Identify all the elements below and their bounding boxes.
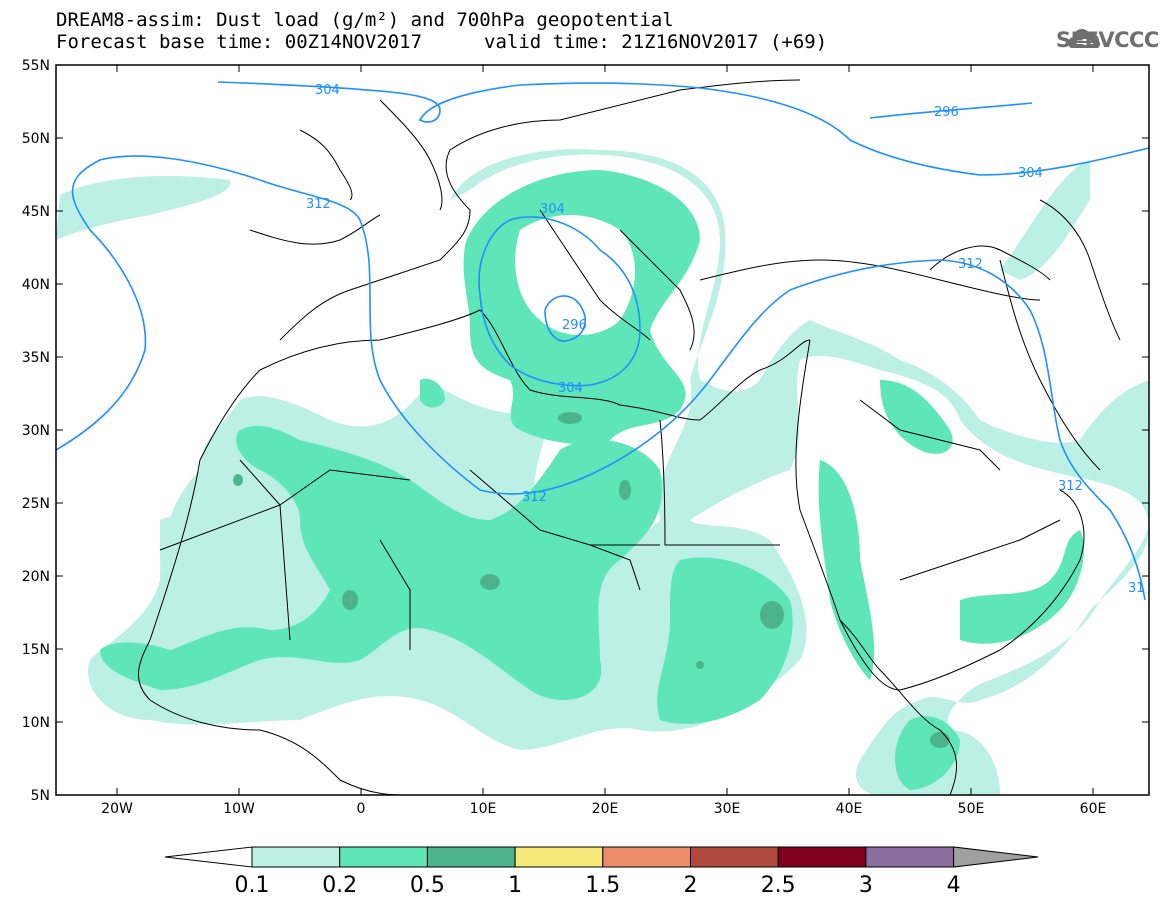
cloud-icon <box>1068 29 1100 48</box>
svg-text:312: 312 <box>306 197 331 212</box>
colorbar-label: 0.5 <box>409 873 445 898</box>
lat-label: 5N <box>31 788 50 804</box>
lat-label: 20N <box>22 569 50 585</box>
colorbar-label: 0.1 <box>234 873 270 898</box>
lat-label: 45N <box>22 204 50 220</box>
svg-text:312: 312 <box>522 490 547 505</box>
base-time-label: Forecast base time: 00Z14NOV2017 <box>56 31 423 53</box>
colorbar-label: 3 <box>858 873 873 898</box>
lon-label: 20E <box>592 801 619 817</box>
lat-label: 40N <box>22 277 50 293</box>
colorbar-label: 2 <box>683 873 698 898</box>
colorbar-under-triangle <box>164 846 253 868</box>
axis-ticks <box>56 64 1149 796</box>
svg-text:304: 304 <box>540 202 565 217</box>
colorbar-segment <box>865 846 955 868</box>
longitude-labels: 20W 10W 0 10E 20E 30E 40E 50E 60E <box>101 801 1106 817</box>
lon-label: 30E <box>714 801 741 817</box>
geopotential-contours <box>56 81 1149 601</box>
colorbar-segment <box>339 846 428 868</box>
latitude-labels: 55N 50N 45N 40N 35N 30N 25N 20N 15N 10N 5N <box>22 58 50 804</box>
lon-label: 40E <box>836 801 863 817</box>
colorbar <box>164 846 1039 868</box>
lon-label: 10E <box>470 801 497 817</box>
svg-text:312: 312 <box>1058 479 1083 494</box>
svg-text:296: 296 <box>934 105 959 120</box>
lat-label: 10N <box>22 715 50 731</box>
colorbar-label: 1 <box>508 873 523 898</box>
lon-label: 20W <box>101 801 133 817</box>
colorbar-segment <box>514 846 604 868</box>
dust-field <box>56 149 1149 795</box>
colorbar-segment <box>251 846 341 868</box>
svg-text:304: 304 <box>558 381 583 396</box>
colorbar-label: 4 <box>946 873 961 898</box>
colorbar-segment <box>602 846 691 868</box>
lon-label: 50E <box>958 801 985 817</box>
lat-label: 35N <box>22 350 50 366</box>
logo-text: SEEVCCC <box>1056 28 1159 52</box>
svg-text:31: 31 <box>1128 581 1145 596</box>
svg-text:312: 312 <box>958 257 983 272</box>
svg-text:304: 304 <box>315 83 340 98</box>
svg-text:296: 296 <box>562 318 587 333</box>
lat-label: 15N <box>22 642 50 658</box>
colorbar-label: 0.2 <box>322 873 358 898</box>
colorbar-label: 1.5 <box>585 873 621 898</box>
svg-text:304: 304 <box>1018 166 1043 181</box>
coastlines <box>137 79 1121 795</box>
map-title: DREAM8-assim: Dust load (g/m²) and 700hP… <box>56 9 674 31</box>
colorbar-label: 2.5 <box>760 873 796 898</box>
lat-label: 50N <box>22 131 50 147</box>
colorbar-segment <box>426 846 516 868</box>
colorbar-segment <box>690 846 779 868</box>
lat-label: 25N <box>22 496 50 512</box>
lon-label: 60E <box>1080 801 1107 817</box>
contour-labels: 304 296 304 312 304 296 304 312 312 312 … <box>306 83 1145 596</box>
lat-label: 30N <box>22 423 50 439</box>
colorbar-over-triangle <box>953 846 1039 868</box>
valid-time-label: valid time: 21Z16NOV2017 (+69) <box>484 31 828 53</box>
lat-label: 55N <box>22 58 50 74</box>
colorbar-segment <box>777 846 867 868</box>
lon-label: 10W <box>223 801 255 817</box>
lon-label: 0 <box>357 801 366 817</box>
